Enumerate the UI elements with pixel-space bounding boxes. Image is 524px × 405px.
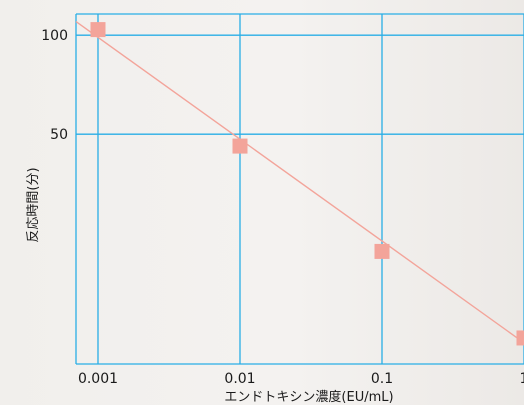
data-point-0 — [90, 22, 106, 38]
data-point-1 — [232, 138, 248, 154]
grid — [75, 13, 524, 365]
x-tick-label-2: 0.1 — [371, 371, 393, 387]
x-tick-label-3: 1 — [520, 371, 524, 387]
x-tick-label-0: 0.001 — [78, 371, 118, 387]
y-tick-label-0: 50 — [50, 127, 68, 143]
data-points — [90, 22, 524, 346]
x-tick-label-1: 0.01 — [224, 371, 255, 387]
y-axis-label: 反応時間(分) — [26, 167, 41, 242]
fit-line-group — [75, 21, 524, 344]
data-point-2 — [374, 243, 390, 259]
data-point-3 — [516, 330, 524, 346]
fit-line — [75, 21, 524, 344]
tick-labels: 0.001 0.01 0.1 1 50 100 — [41, 28, 524, 387]
y-tick-label-1: 100 — [41, 28, 68, 44]
x-axis-label: エンドトキシン濃度(EU/mL) — [224, 389, 393, 405]
